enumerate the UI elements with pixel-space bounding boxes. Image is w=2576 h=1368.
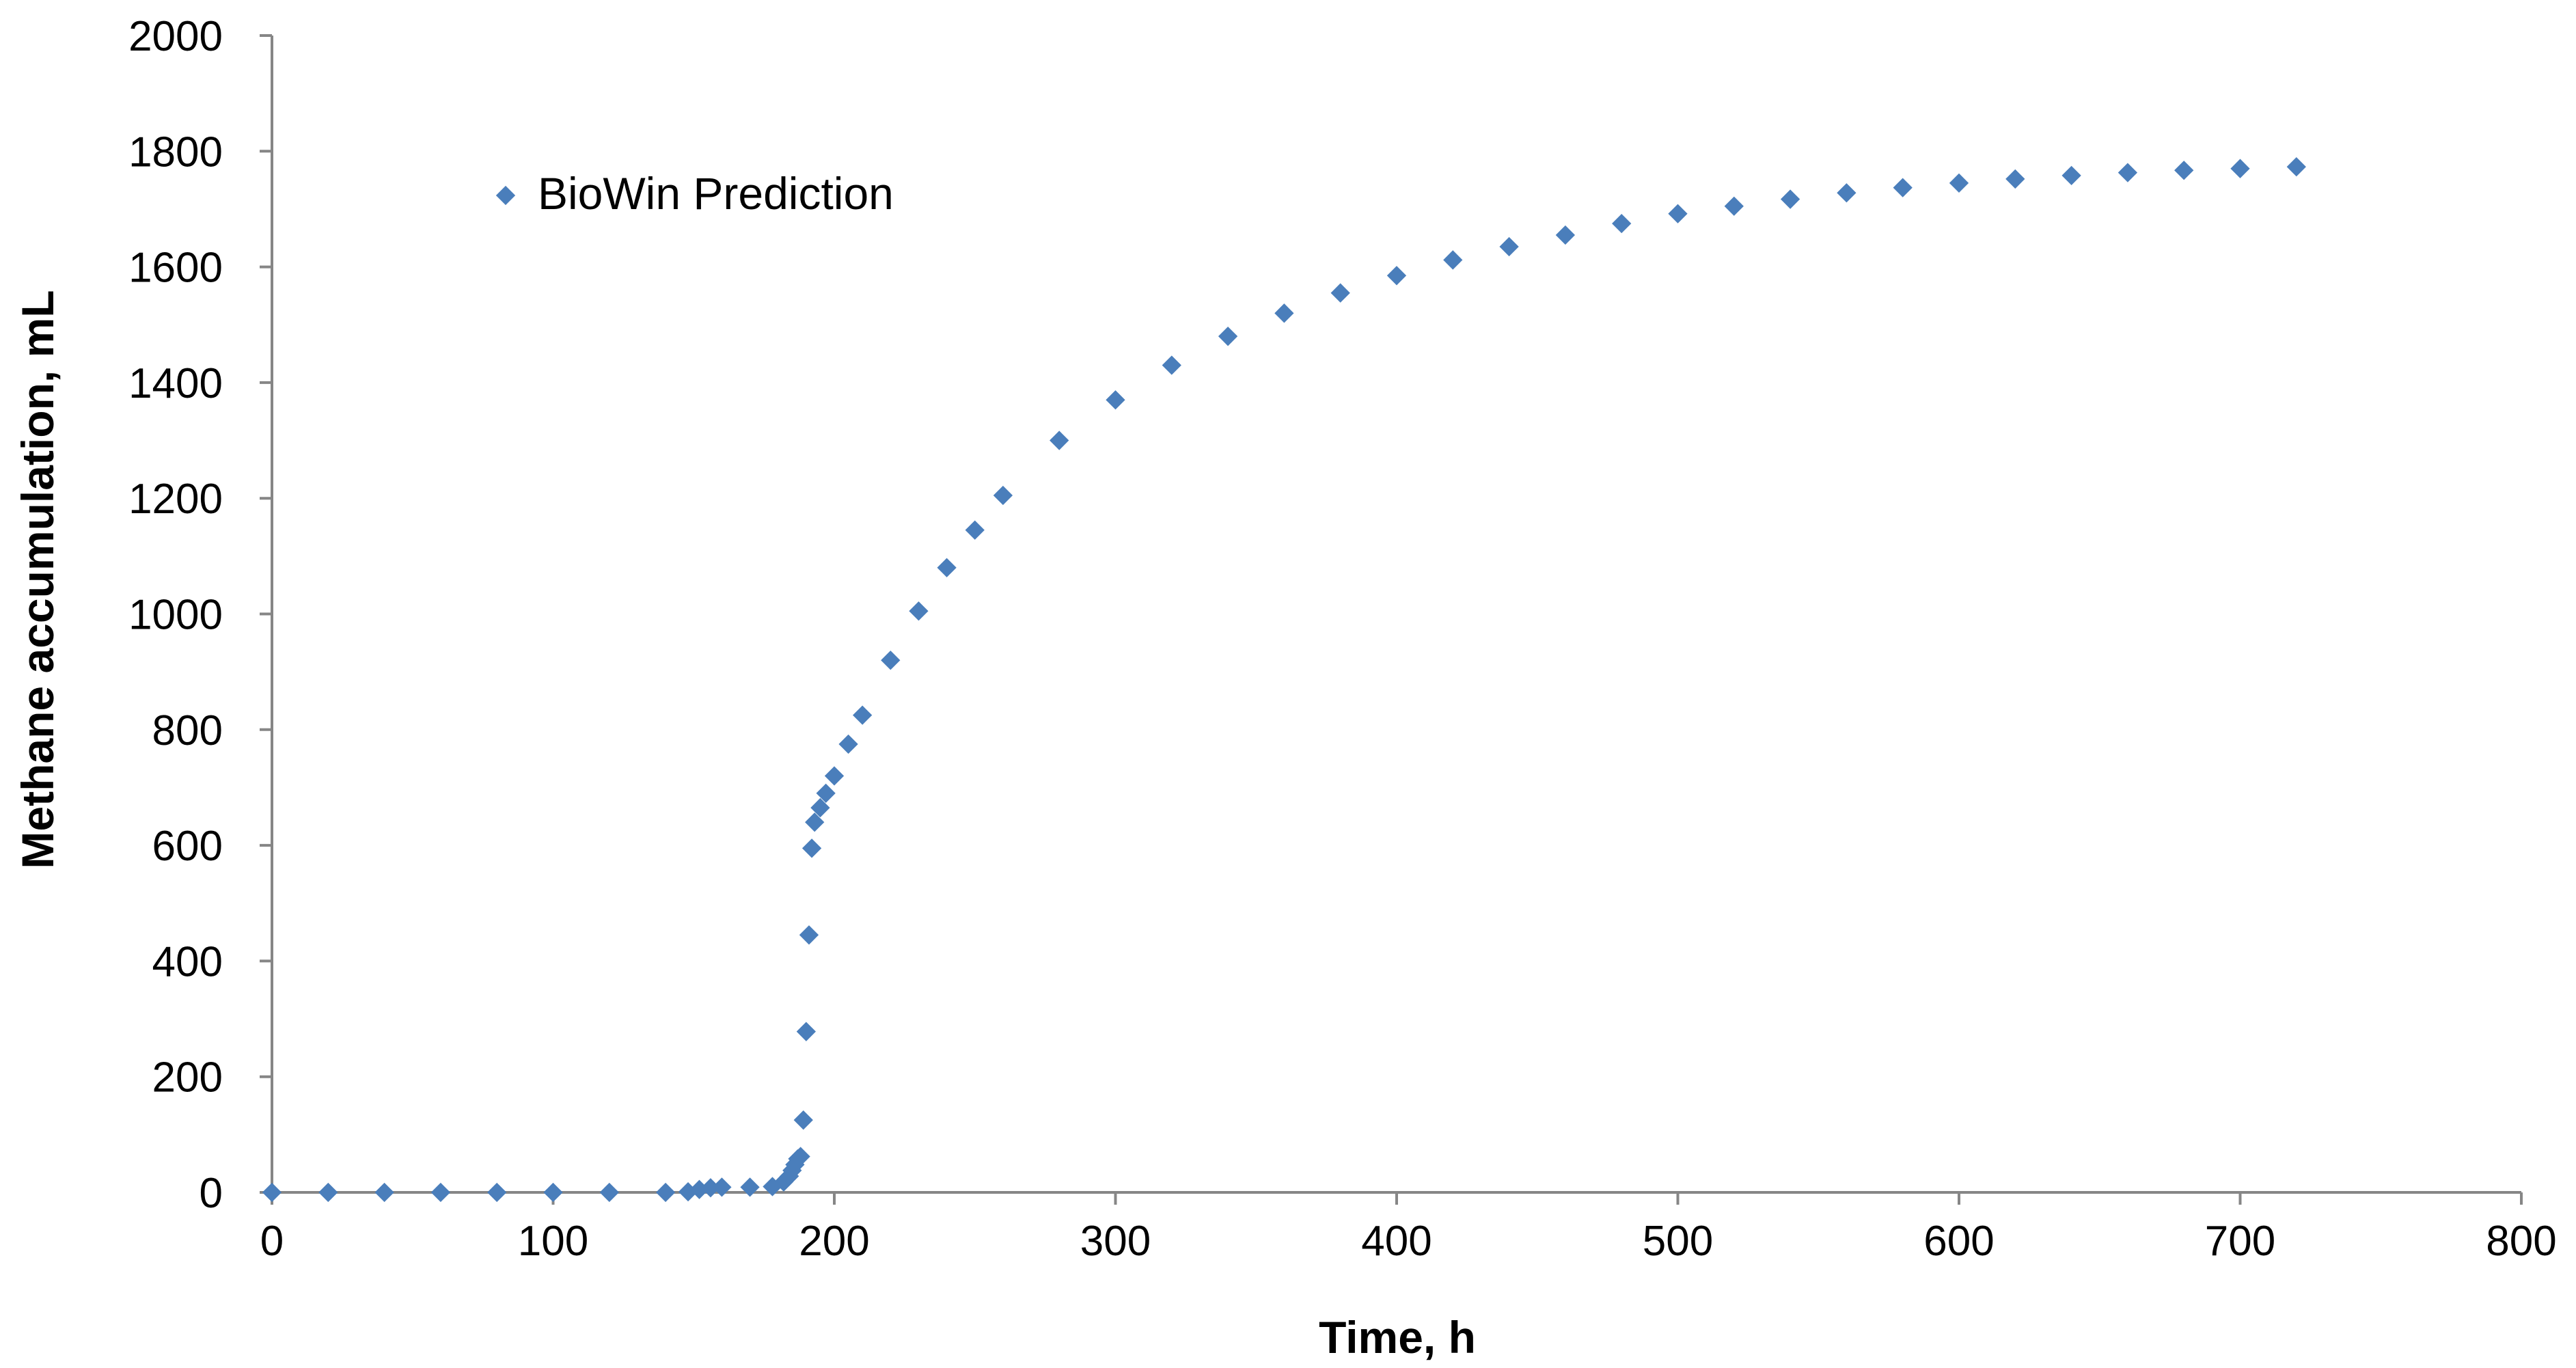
x-tick-label: 600 <box>1923 1218 1994 1265</box>
data-point <box>1443 250 1463 270</box>
x-tick-label: 300 <box>1080 1218 1151 1265</box>
x-axis-ticks: 0 100 200 300 400 500 600 700 800 <box>260 1192 2557 1265</box>
y-tick-label: 1200 <box>128 476 223 523</box>
data-point <box>2174 161 2194 180</box>
data-point <box>1724 196 1744 216</box>
data-point <box>937 558 957 577</box>
data-point <box>1612 213 1632 234</box>
data-point <box>909 601 929 621</box>
x-tick-label: 200 <box>799 1218 869 1265</box>
x-axis-title: Time, h <box>1319 1312 1476 1363</box>
data-point <box>1162 355 1181 375</box>
data-point <box>318 1182 338 1203</box>
y-tick-label: 1600 <box>128 245 223 292</box>
x-tick-label: 0 <box>260 1218 284 1265</box>
y-tick-label: 1400 <box>128 360 223 407</box>
data-point <box>965 520 985 540</box>
data-point <box>1330 283 1350 303</box>
data-point <box>993 485 1013 506</box>
data-point <box>700 1178 721 1198</box>
data-point <box>793 1110 813 1130</box>
data-point <box>1668 204 1688 223</box>
data-point <box>881 651 901 670</box>
data-point <box>2005 169 2025 189</box>
y-tick-label: 800 <box>152 707 223 754</box>
data-point <box>1499 236 1519 257</box>
data-point <box>262 1182 282 1203</box>
data-point <box>712 1177 732 1197</box>
data-point <box>853 705 873 725</box>
data-point <box>810 797 830 818</box>
data-point <box>805 812 825 832</box>
data-point <box>1106 390 1125 410</box>
data-point <box>430 1182 451 1203</box>
x-tick-label: 800 <box>2486 1218 2556 1265</box>
data-point <box>1274 303 1294 323</box>
data-point <box>1386 266 1407 286</box>
data-point <box>824 766 845 786</box>
data-point <box>816 783 836 804</box>
data-point <box>1050 430 1069 450</box>
data-point <box>599 1182 619 1203</box>
y-tick-label: 400 <box>152 938 223 985</box>
data-point <box>1893 178 1913 197</box>
data-point <box>799 925 819 945</box>
y-axis-ticks: 0 200 400 600 800 1000 1200 1400 1600 1800 2000 <box>128 13 272 1217</box>
data-point <box>1218 327 1238 346</box>
legend: BioWin Prediction <box>495 168 894 219</box>
data-point <box>838 734 858 754</box>
y-axis-title: Methane accumulation, mL <box>12 290 63 868</box>
data-point <box>2286 157 2306 177</box>
x-tick-label: 500 <box>1643 1218 1713 1265</box>
data-point <box>2061 165 2081 185</box>
legend-label: BioWin Prediction <box>538 168 894 219</box>
x-tick-label: 400 <box>1361 1218 1431 1265</box>
data-point <box>374 1182 394 1203</box>
x-tick-label: 700 <box>2205 1218 2275 1265</box>
data-point <box>801 838 822 858</box>
data-point <box>1949 173 1969 193</box>
data-point <box>1780 189 1800 209</box>
data-point <box>2118 163 2138 182</box>
data-point <box>1837 183 1856 203</box>
data-point <box>543 1182 563 1203</box>
data-point <box>791 1147 810 1166</box>
data-point <box>740 1177 760 1197</box>
x-tick-label: 100 <box>518 1218 588 1265</box>
y-tick-label: 200 <box>152 1054 223 1102</box>
data-point <box>487 1182 507 1203</box>
y-tick-label: 1000 <box>128 592 223 639</box>
data-point <box>2230 159 2250 178</box>
data-points <box>262 157 2306 1203</box>
data-point <box>655 1182 676 1203</box>
y-tick-label: 0 <box>200 1170 223 1217</box>
y-tick-label: 1800 <box>128 128 223 176</box>
data-point <box>796 1022 816 1041</box>
y-tick-label: 600 <box>152 823 223 870</box>
data-point <box>1555 225 1576 245</box>
y-tick-label: 2000 <box>128 13 223 60</box>
legend-marker-diamond <box>495 185 516 206</box>
